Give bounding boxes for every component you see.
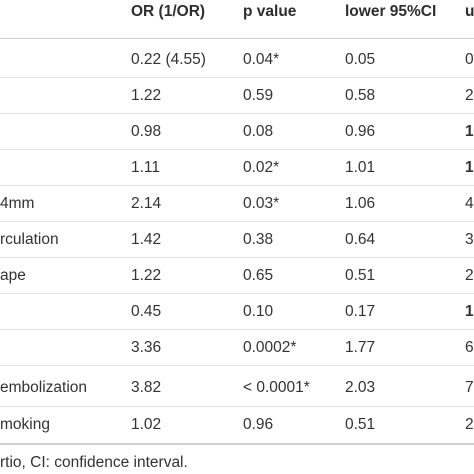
table-row: 0.22 (4.55) 0.04* 0.05 0 bbox=[0, 42, 474, 78]
p-value: 0.10 bbox=[243, 303, 274, 320]
table-row: 1.11 0.02* 1.01 1 bbox=[0, 150, 474, 186]
table-row: 0.45 0.10 0.17 1 bbox=[0, 294, 474, 330]
table-footnote: rtio, CI: confidence interval. bbox=[0, 454, 188, 471]
upper-ci-value: 1 bbox=[465, 159, 474, 176]
row-label bbox=[0, 330, 130, 366]
lower-ci-value: 0.58 bbox=[345, 87, 376, 104]
row-divider bbox=[0, 221, 474, 222]
p-value: 0.03* bbox=[243, 195, 280, 212]
row-divider bbox=[0, 113, 474, 114]
row-divider bbox=[0, 293, 474, 294]
or-value: 0.45 bbox=[131, 303, 162, 320]
header-lower-ci: lower 95%CI bbox=[345, 3, 437, 20]
p-value: 0.08 bbox=[243, 123, 274, 140]
table-bottom-rule bbox=[0, 443, 474, 445]
or-value: 1.02 bbox=[131, 416, 162, 433]
p-value: 0.65 bbox=[243, 267, 274, 284]
p-value: 0.59 bbox=[243, 87, 274, 104]
or-value: 3.36 bbox=[131, 339, 162, 356]
table-row: 3.36 0.0002* 1.77 6 bbox=[0, 330, 474, 366]
or-value: 1.22 bbox=[131, 87, 162, 104]
or-value: 0.98 bbox=[131, 123, 162, 140]
lower-ci-value: 0.96 bbox=[345, 123, 376, 140]
or-value: 1.22 bbox=[131, 267, 162, 284]
table-row: moking 1.02 0.96 0.51 2 bbox=[0, 407, 474, 443]
p-value: 0.02* bbox=[243, 159, 280, 176]
p-value: < 0.0001* bbox=[243, 379, 310, 396]
or-value: 2.14 bbox=[131, 195, 162, 212]
lower-ci-value: 0.17 bbox=[345, 303, 376, 320]
upper-ci-value: 4 bbox=[465, 195, 474, 212]
or-value: 1.42 bbox=[131, 231, 162, 248]
p-value: 0.04* bbox=[243, 51, 280, 68]
or-value: 1.11 bbox=[131, 159, 161, 176]
table-row: rculation 1.42 0.38 0.64 3 bbox=[0, 222, 474, 258]
table-row: 4mm 2.14 0.03* 1.06 4 bbox=[0, 186, 474, 222]
lower-ci-value: 0.05 bbox=[345, 51, 376, 68]
header-or: OR (1/OR) bbox=[131, 3, 206, 20]
row-label bbox=[0, 294, 130, 330]
row-divider bbox=[0, 149, 474, 150]
row-divider bbox=[0, 365, 474, 366]
upper-ci-value: 1 bbox=[465, 303, 474, 320]
row-label bbox=[0, 114, 130, 150]
row-label bbox=[0, 150, 130, 186]
or-value: 0.22 (4.55) bbox=[131, 51, 206, 68]
row-label: ape bbox=[0, 267, 26, 284]
table-row: embolization 3.82 < 0.0001* 2.03 7 bbox=[0, 370, 474, 406]
lower-ci-value: 0.51 bbox=[345, 416, 376, 433]
upper-ci-value: 2 bbox=[465, 87, 474, 104]
upper-ci-value: 3 bbox=[465, 231, 474, 248]
p-value: 0.96 bbox=[243, 416, 274, 433]
header-upper-ci: u bbox=[465, 3, 474, 20]
row-label: moking bbox=[0, 416, 50, 433]
header-p-value: p value bbox=[243, 3, 297, 20]
row-label: embolization bbox=[0, 379, 88, 396]
row-divider bbox=[0, 257, 474, 258]
or-value: 3.82 bbox=[131, 379, 162, 396]
table-row: 1.22 0.59 0.58 2 bbox=[0, 78, 474, 114]
upper-ci-value: 7 bbox=[465, 379, 474, 396]
upper-ci-value: 2 bbox=[465, 267, 474, 284]
p-value: 0.38 bbox=[243, 231, 274, 248]
lower-ci-value: 0.51 bbox=[345, 267, 376, 284]
upper-ci-value: 0 bbox=[465, 51, 474, 68]
header-divider bbox=[0, 38, 474, 39]
row-divider bbox=[0, 329, 474, 330]
upper-ci-value: 6 bbox=[465, 339, 474, 356]
row-divider bbox=[0, 406, 474, 407]
table-header-row: OR (1/OR) p value lower 95%CI u bbox=[0, 0, 474, 30]
row-label: 4mm bbox=[0, 195, 35, 212]
row-divider bbox=[0, 185, 474, 186]
lower-ci-value: 1.01 bbox=[345, 159, 376, 176]
lower-ci-value: 1.77 bbox=[345, 339, 376, 356]
lower-ci-value: 1.06 bbox=[345, 195, 376, 212]
table-row: ape 1.22 0.65 0.51 2 bbox=[0, 258, 474, 294]
table-row: 0.98 0.08 0.96 1 bbox=[0, 114, 474, 150]
lower-ci-value: 2.03 bbox=[345, 379, 376, 396]
row-label bbox=[0, 78, 130, 114]
upper-ci-value: 1 bbox=[465, 123, 474, 140]
row-label: rculation bbox=[0, 231, 59, 248]
upper-ci-value: 2 bbox=[465, 416, 474, 433]
row-divider bbox=[0, 77, 474, 78]
p-value: 0.0002* bbox=[243, 339, 297, 356]
row-label bbox=[0, 42, 130, 78]
lower-ci-value: 0.64 bbox=[345, 231, 376, 248]
